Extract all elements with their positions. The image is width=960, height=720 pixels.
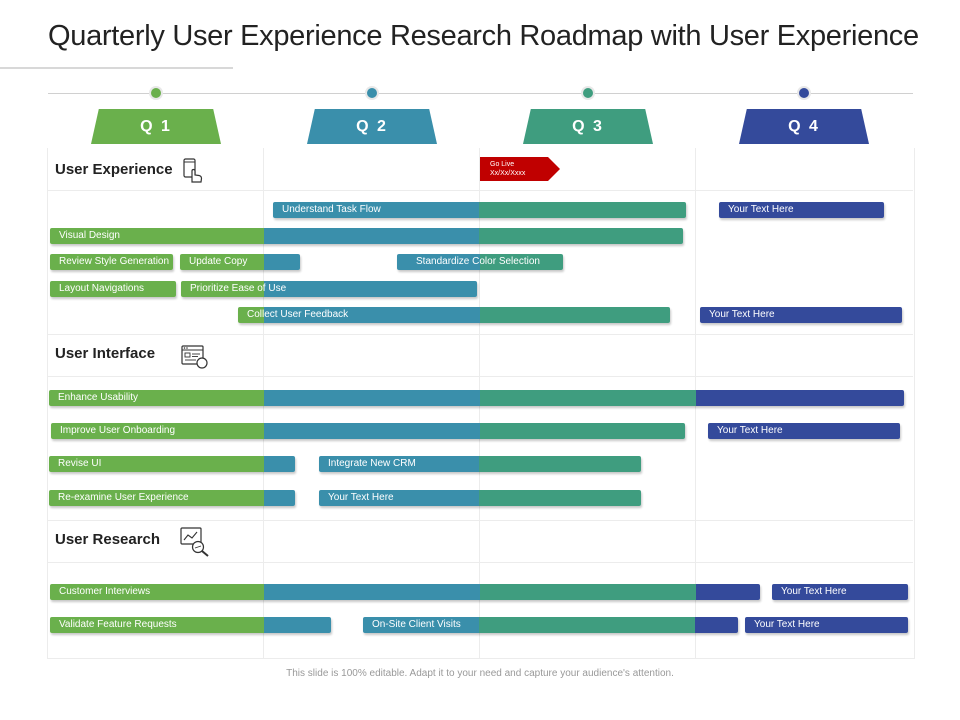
quarter-tab-q3: Q 3 [523, 109, 653, 144]
quarter-tab-q1: Q 1 [91, 109, 221, 144]
task-bar: Review Style Generation [50, 254, 173, 270]
task-bar: Visual Design [50, 228, 683, 244]
row-divider [47, 562, 913, 563]
task-label: Your Text Here [781, 586, 847, 597]
task-bar: Prioritize Ease of Use [181, 281, 477, 297]
task-label: Collect User Feedback [247, 309, 349, 320]
task-label: Enhance Usability [58, 392, 139, 403]
task-bar: Validate Feature Requests [50, 617, 331, 633]
task-label: Understand Task Flow [282, 204, 381, 215]
chart-magnifier-icon [180, 527, 209, 557]
task-label: Integrate New CRM [328, 458, 416, 469]
task-bar: Standardize Color Selection [397, 254, 563, 270]
touch-device-icon [183, 158, 203, 183]
task-label: Your Text Here [717, 425, 783, 436]
timeline-dot-q2 [367, 88, 377, 98]
timeline-dot-q4 [799, 88, 809, 98]
task-bar: Enhance Usability [49, 390, 904, 406]
row-divider [47, 190, 913, 191]
task-bar: Improve User Onboarding [51, 423, 685, 439]
task-bar: Understand Task Flow [273, 202, 686, 218]
go-live-date: Xx/Xx/Xxxx [490, 170, 526, 177]
timeline-line [48, 93, 913, 94]
task-bar: Integrate New CRM [319, 456, 641, 472]
section-title-user-experience: User Experience [55, 161, 173, 178]
footer-note: This slide is 100% editable. Adapt it to… [286, 668, 674, 679]
task-label: Re-examine User Experience [58, 492, 189, 503]
row-divider [47, 334, 913, 335]
task-bar: Your Text Here [745, 617, 908, 633]
task-label: Your Text Here [709, 309, 775, 320]
task-label: Prioritize Ease of Use [190, 283, 287, 294]
task-label: Your Text Here [328, 492, 394, 503]
task-label: Your Text Here [728, 204, 794, 215]
task-bar: Customer Interviews [50, 584, 760, 600]
task-label: Validate Feature Requests [59, 619, 177, 630]
task-bar: On-Site Client Visits [363, 617, 738, 633]
task-label: Visual Design [59, 230, 120, 241]
task-bar: Re-examine User Experience [49, 490, 295, 506]
timeline-dot-q3 [583, 88, 593, 98]
task-label: Your Text Here [754, 619, 820, 630]
task-bar: Your Text Here [708, 423, 900, 439]
page-title: Quarterly User Experience Research Roadm… [48, 20, 919, 52]
task-label: Review Style Generation [59, 256, 170, 267]
task-label: Revise UI [58, 458, 102, 469]
row-divider [47, 376, 913, 377]
task-label: Customer Interviews [59, 586, 151, 597]
section-title-user-research: User Research [55, 531, 161, 548]
task-bar: Your Text Here [719, 202, 884, 218]
task-bar: Revise UI [49, 456, 295, 472]
task-bar: Update Copy [180, 254, 300, 270]
task-bar: Your Text Here [700, 307, 902, 323]
quarter-tab-q4: Q 4 [739, 109, 869, 144]
timeline-dot-q1 [151, 88, 161, 98]
quarter-tab-q2: Q 2 [307, 109, 437, 144]
task-bar: Collect User Feedback [238, 307, 670, 323]
go-live-label: Go Live [490, 161, 515, 168]
task-label: Layout Navigations [59, 283, 145, 294]
task-label: On-Site Client Visits [372, 619, 461, 630]
task-label: Update Copy [189, 256, 248, 267]
task-label: Standardize Color Selection [416, 256, 540, 267]
browser-window-icon [181, 345, 208, 369]
task-bar: Your Text Here [772, 584, 908, 600]
task-bar: Layout Navigations [50, 281, 176, 297]
task-bar: Your Text Here [319, 490, 641, 506]
row-divider [47, 520, 913, 521]
go-live-milestone: Go Live Xx/Xx/Xxxx [480, 157, 560, 181]
section-title-user-interface: User Interface [55, 345, 156, 362]
task-label: Improve User Onboarding [60, 425, 176, 436]
roadmap-grid [47, 148, 915, 659]
title-underline [0, 67, 233, 69]
